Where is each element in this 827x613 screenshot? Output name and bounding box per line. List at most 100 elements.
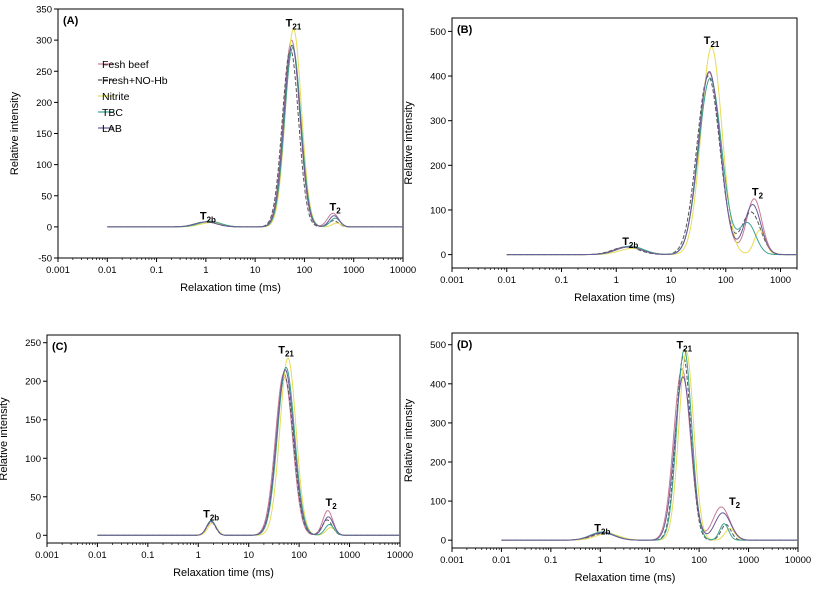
y-tick-label: 300: [430, 418, 446, 429]
peak-label: T21: [704, 35, 720, 49]
series-line-fresh-beef: [506, 71, 797, 256]
series-line-nitrite: [506, 46, 797, 256]
x-tick-label: 1: [196, 550, 201, 561]
series-line-nitrite: [107, 28, 403, 228]
series-line-tbc: [97, 366, 400, 536]
series-line-lab: [506, 71, 797, 256]
panel-label: (C): [52, 341, 68, 353]
legend-entry: Fesh beef: [102, 59, 149, 71]
x-axis-label: Relaxation time (ms): [575, 572, 676, 584]
series-line-fresh-beef: [501, 368, 798, 541]
x-tick-label: 100: [291, 550, 307, 561]
y-axis-label: Relative intensity: [9, 91, 21, 175]
series-line-lab: [501, 376, 798, 541]
panel-label: (B): [457, 24, 473, 36]
x-tick-label: 0.1: [150, 265, 163, 276]
y-tick-label: -50: [38, 254, 52, 265]
series-line-lab: [107, 44, 403, 228]
y-tick-label: 250: [36, 67, 52, 78]
y-tick-label: 250: [25, 338, 41, 349]
x-tick-label: 0.001: [46, 265, 70, 276]
y-tick-label: 350: [36, 5, 52, 16]
y-axis-label: Relative intensity: [403, 101, 415, 185]
panel-a: 0.001 0.01 0.1 1 10 100 1000 10000 -50 0 50 100 150 2…: [9, 5, 416, 295]
x-tick-label: 100: [296, 265, 312, 276]
y-tick-label: 300: [430, 116, 446, 127]
y-tick-label: 200: [430, 161, 446, 172]
y-axis-label: Relative intensity: [403, 398, 415, 482]
series-line-fresh-no-hb: [97, 376, 400, 536]
x-tick-label: 1: [614, 275, 619, 286]
panel-c: 0.001 0.01 0.1 1 10 100 1000 10000 0 50 100 150 200 2…: [0, 334, 413, 579]
panel-b: 0.001 0.01 0.1 1 10 100 1000 0 100 200 300 400 500 Re…: [403, 17, 798, 304]
x-tick-label: 10: [644, 555, 655, 566]
x-tick-label: 1000: [770, 275, 791, 286]
x-tick-label: 1: [203, 265, 208, 276]
peak-label: T2: [330, 202, 342, 216]
x-axis-label: Relaxation time (ms): [180, 282, 281, 294]
x-tick-label: 1000: [343, 265, 364, 276]
y-tick-label: 200: [430, 458, 446, 469]
y-tick-label: 500: [430, 27, 446, 38]
peak-label: T2b: [622, 236, 638, 250]
y-tick-label: 150: [36, 129, 52, 140]
series-line-nitrite: [97, 357, 400, 536]
panel-label: (D): [457, 339, 473, 351]
x-tick-label: 10: [243, 550, 254, 561]
x-tick-label: 1: [598, 555, 603, 566]
series-line-nitrite: [501, 351, 798, 541]
y-tick-label: 150: [25, 415, 41, 426]
series-line-fresh-beef: [97, 372, 400, 536]
x-tick-label: 0.1: [555, 275, 568, 286]
peak-label: T21: [286, 17, 302, 31]
plot-frame: [451, 332, 799, 549]
series-line-tbc: [501, 348, 798, 541]
plot-frame: [451, 17, 798, 269]
series-line-lab: [97, 369, 400, 536]
peak-label: T2: [752, 187, 764, 201]
series-line-fresh-no-hb: [501, 355, 798, 541]
x-tick-label: 0.01: [498, 275, 517, 286]
legend-entry: Nitrite: [102, 91, 130, 103]
x-tick-label: 10: [250, 265, 261, 276]
x-axis-label: Relaxation time (ms): [574, 292, 675, 304]
peak-label: T2b: [594, 523, 610, 537]
x-tick-label: 0.01: [88, 550, 107, 561]
legend: Fesh beef Fresh+NO-Hb Nitrite TBC LAB: [98, 59, 168, 135]
x-tick-label: 10000: [785, 555, 811, 566]
x-axis-label: Relaxation time (ms): [173, 567, 274, 579]
series-line-tbc: [506, 77, 797, 256]
y-tick-label: 50: [30, 492, 41, 503]
peak-label: T2b: [200, 210, 216, 224]
x-tick-label: 0.1: [544, 555, 557, 566]
y-tick-label: 0: [441, 250, 446, 261]
x-tick-label: 0.1: [141, 550, 154, 561]
peak-label: T2: [325, 497, 337, 511]
peak-label: T2b: [203, 509, 219, 523]
x-tick-label: 0.001: [35, 550, 59, 561]
legend-entry: LAB: [102, 123, 122, 135]
y-axis-label: Relative intensity: [0, 397, 10, 481]
x-tick-label: 100: [691, 555, 707, 566]
x-tick-label: 0.001: [440, 275, 464, 286]
y-tick-label: 500: [430, 340, 446, 351]
x-tick-label: 10000: [390, 265, 416, 276]
x-tick-label: 0.001: [440, 555, 464, 566]
series-line-fresh-beef: [107, 39, 403, 228]
x-tick-label: 0.01: [492, 555, 511, 566]
x-tick-label: 1000: [339, 550, 360, 561]
series-line-fresh-no-hb: [506, 75, 797, 256]
peak-label: T2: [729, 496, 741, 510]
legend-entry: Fresh+NO-Hb: [102, 75, 168, 87]
y-tick-label: 100: [25, 454, 41, 465]
y-tick-label: 200: [36, 98, 52, 109]
y-tick-label: 0: [47, 222, 52, 233]
y-tick-label: 0: [441, 536, 446, 547]
y-tick-label: 0: [36, 531, 41, 542]
legend-entry: TBC: [102, 107, 123, 119]
x-tick-label: 0.01: [98, 265, 117, 276]
x-tick-label: 1000: [738, 555, 759, 566]
y-tick-label: 400: [430, 72, 446, 83]
peak-label: T21: [278, 344, 294, 358]
